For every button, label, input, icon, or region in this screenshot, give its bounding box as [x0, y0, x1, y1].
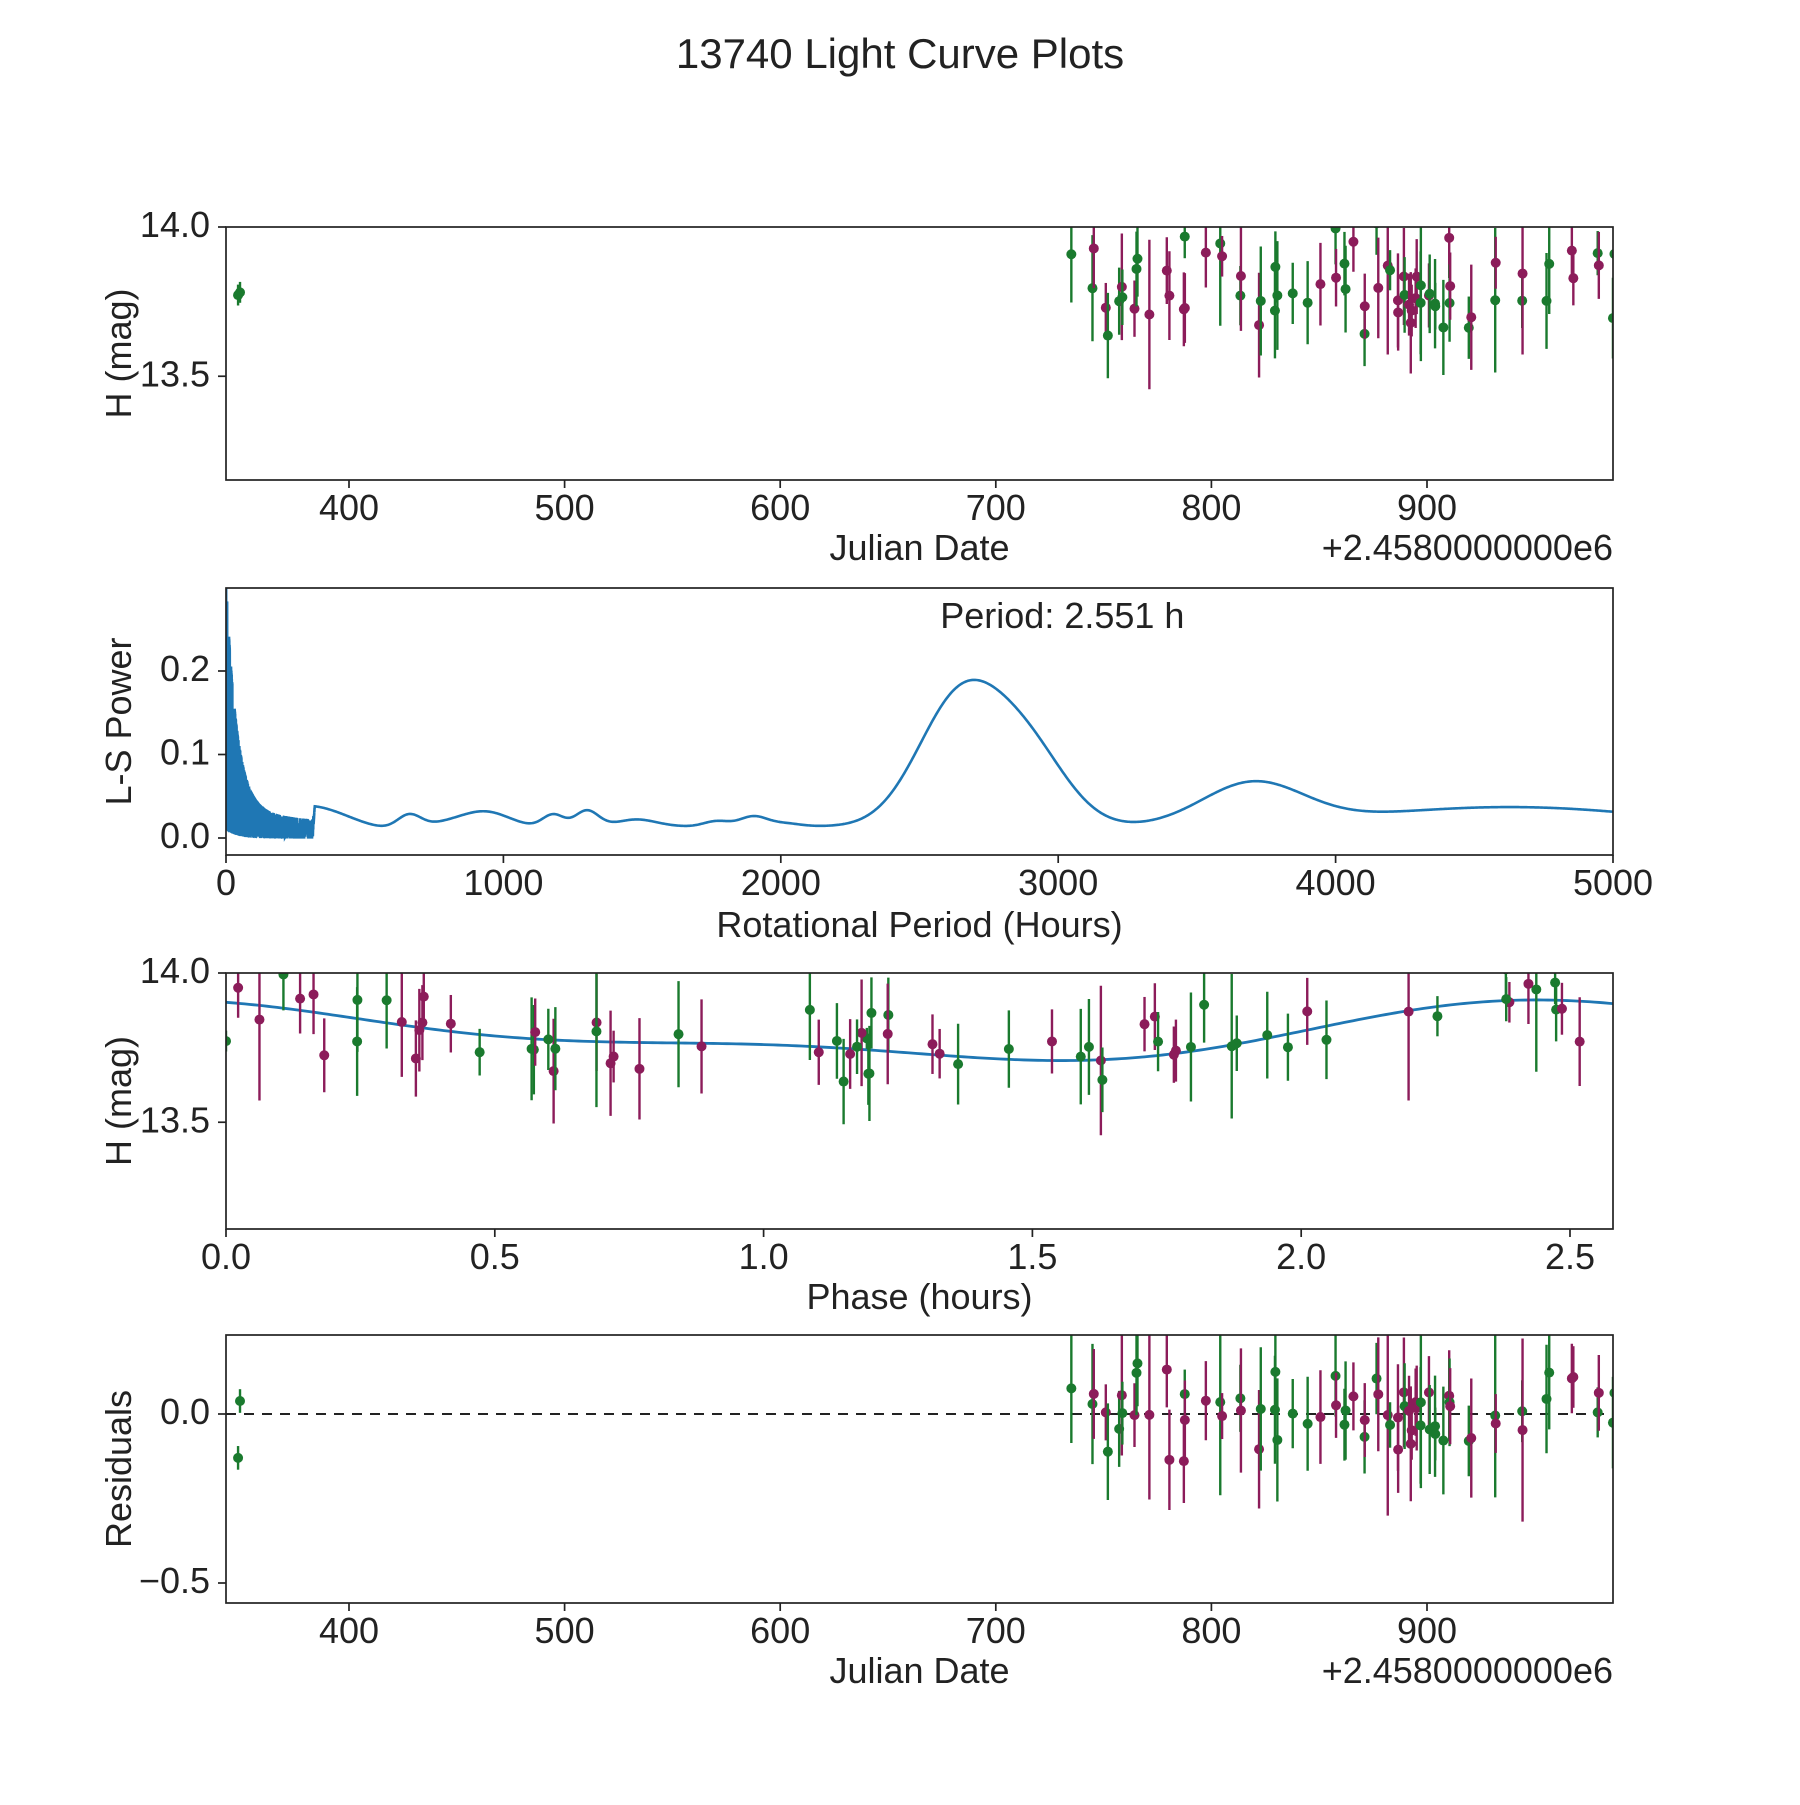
svg-text:L-S Power: L-S Power	[98, 637, 139, 805]
svg-text:+2.4580000000e6: +2.4580000000e6	[1322, 1650, 1613, 1691]
svg-text:700: 700	[966, 1610, 1026, 1651]
svg-text:1.0: 1.0	[739, 1236, 789, 1277]
svg-text:13.5: 13.5	[140, 1099, 210, 1140]
svg-text:Julian Date: Julian Date	[829, 1650, 1009, 1691]
svg-text:13.5: 13.5	[140, 353, 210, 394]
svg-text:2.5: 2.5	[1545, 1236, 1595, 1277]
svg-text:1000: 1000	[463, 862, 543, 903]
svg-text:Residuals: Residuals	[98, 1390, 139, 1548]
svg-text:2000: 2000	[741, 862, 821, 903]
svg-text:+2.4580000000e6: +2.4580000000e6	[1322, 527, 1613, 568]
svg-text:Period: 2.551 h: Period: 2.551 h	[940, 595, 1184, 636]
svg-text:800: 800	[1181, 487, 1241, 528]
svg-text:H (mag): H (mag)	[98, 1036, 139, 1166]
svg-text:700: 700	[966, 487, 1026, 528]
svg-text:400: 400	[319, 487, 379, 528]
svg-text:5000: 5000	[1573, 862, 1653, 903]
svg-text:Julian Date: Julian Date	[829, 527, 1009, 568]
svg-text:400: 400	[319, 1610, 379, 1651]
svg-text:800: 800	[1181, 1610, 1241, 1651]
svg-text:0.2: 0.2	[160, 648, 210, 689]
svg-text:900: 900	[1397, 1610, 1457, 1651]
svg-text:2.0: 2.0	[1276, 1236, 1326, 1277]
svg-text:600: 600	[750, 1610, 810, 1651]
svg-text:3000: 3000	[1018, 862, 1098, 903]
svg-text:H (mag): H (mag)	[98, 288, 139, 418]
svg-text:0: 0	[216, 862, 236, 903]
svg-text:14.0: 14.0	[140, 204, 210, 245]
svg-text:500: 500	[535, 487, 595, 528]
svg-text:Phase (hours): Phase (hours)	[806, 1276, 1032, 1317]
svg-text:−0.5: −0.5	[139, 1560, 210, 1601]
svg-text:1.5: 1.5	[1007, 1236, 1057, 1277]
svg-text:600: 600	[750, 487, 810, 528]
svg-text:0.0: 0.0	[201, 1236, 251, 1277]
svg-text:900: 900	[1397, 487, 1457, 528]
svg-text:0.0: 0.0	[160, 1391, 210, 1432]
svg-text:Rotational Period (Hours): Rotational Period (Hours)	[716, 904, 1122, 945]
svg-text:0.0: 0.0	[160, 815, 210, 856]
svg-text:0.5: 0.5	[470, 1236, 520, 1277]
svg-text:4000: 4000	[1296, 862, 1376, 903]
svg-text:500: 500	[535, 1610, 595, 1651]
svg-text:0.1: 0.1	[160, 732, 210, 773]
svg-text:14.0: 14.0	[140, 950, 210, 991]
